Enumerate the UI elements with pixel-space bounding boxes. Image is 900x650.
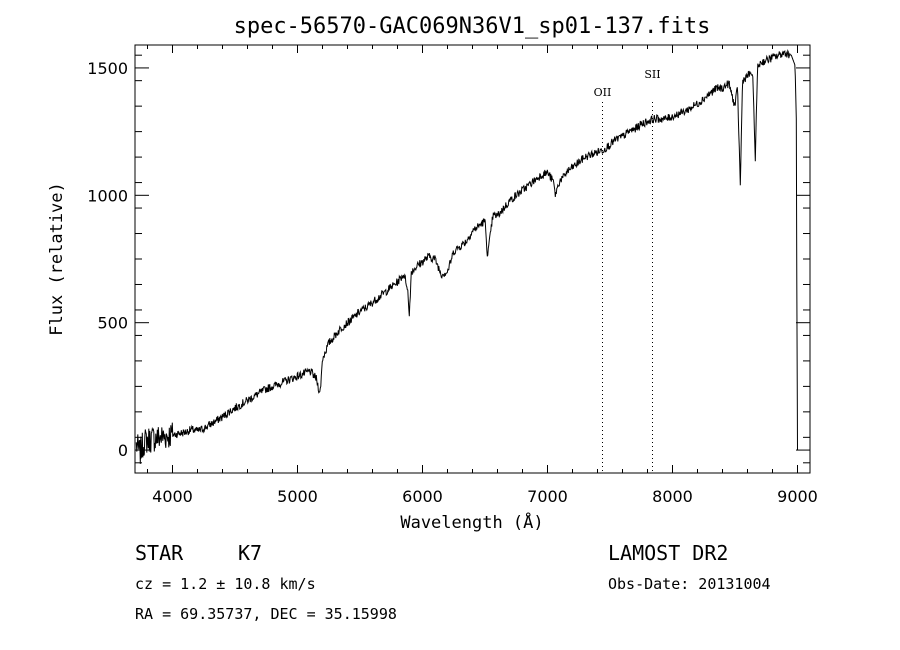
y-tick-label: 1500 xyxy=(87,59,128,78)
x-tick-label: 7000 xyxy=(527,487,568,506)
y-tick-label: 500 xyxy=(97,314,128,333)
chart-title: spec-56570-GAC069N36V1_sp01-137.fits xyxy=(234,14,711,39)
x-axis-label: Wavelength (Å) xyxy=(400,511,543,533)
x-tick-label: 8000 xyxy=(652,487,693,506)
x-tick-label: 4000 xyxy=(152,487,193,506)
x-tick-label: 9000 xyxy=(777,487,818,506)
subclass: K7 xyxy=(238,541,262,565)
x-axis-ticks: 4000 5000 6000 7000 8000 9000 xyxy=(147,45,818,506)
velocity-text: cz = 1.2 ± 10.8 km/s xyxy=(135,575,316,593)
line-identifications: OII SII xyxy=(594,68,661,473)
object-type: STAR xyxy=(135,541,184,565)
line-id-label: SII xyxy=(644,68,660,81)
spectrum-line xyxy=(135,48,798,464)
survey-name: LAMOST DR2 xyxy=(608,541,728,565)
y-tick-label: 1000 xyxy=(87,186,128,205)
y-axis-label: Flux (relative) xyxy=(47,182,67,336)
obs-date-text: Obs-Date: 20131004 xyxy=(608,575,771,593)
x-tick-label: 6000 xyxy=(402,487,443,506)
line-id-label: OII xyxy=(594,86,612,99)
x-tick-label: 5000 xyxy=(277,487,318,506)
y-tick-label: 0 xyxy=(118,441,128,460)
y-axis-ticks: 0 500 1000 1500 xyxy=(87,54,810,464)
coordinates-text: RA = 69.35737, DEC = 35.15998 xyxy=(135,605,397,623)
